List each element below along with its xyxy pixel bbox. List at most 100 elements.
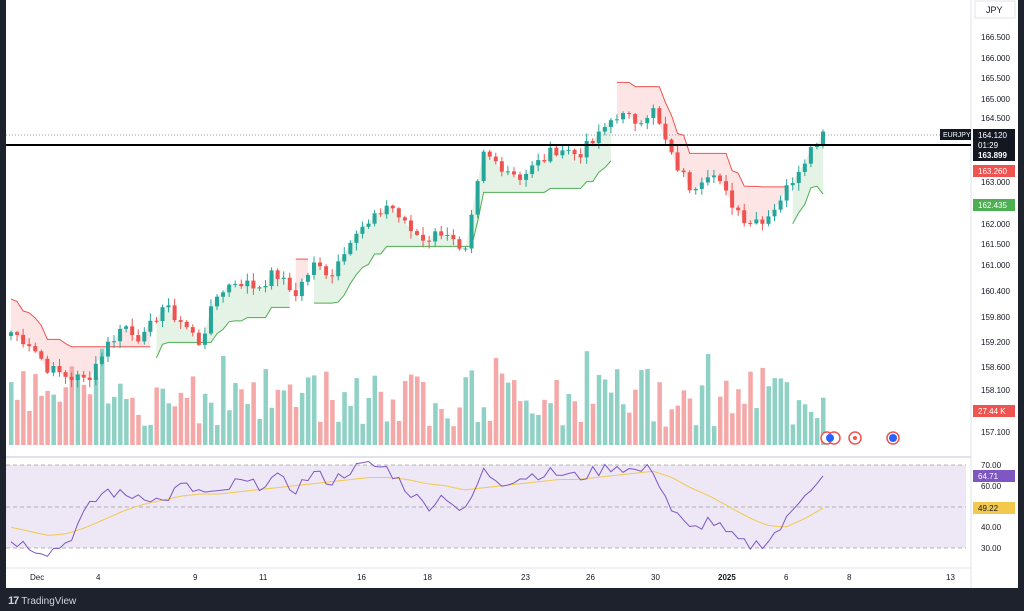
candle-body[interactable]: [396, 208, 401, 218]
event-marker-icon[interactable]: [889, 434, 897, 442]
candle-body[interactable]: [705, 177, 710, 183]
candle-body[interactable]: [112, 341, 117, 343]
candle-body[interactable]: [608, 120, 613, 127]
candle-body[interactable]: [530, 165, 535, 174]
candle-body[interactable]: [227, 284, 232, 293]
candle-body[interactable]: [554, 147, 559, 156]
candle-body[interactable]: [190, 327, 195, 333]
chart-area[interactable]: 166.500166.000165.500165.000164.500164.0…: [6, 0, 1018, 588]
candle-body[interactable]: [711, 175, 716, 178]
candle-body[interactable]: [536, 160, 541, 166]
candle-body[interactable]: [421, 234, 426, 241]
candle-body[interactable]: [27, 344, 32, 347]
candle-body[interactable]: [366, 223, 371, 227]
candle-body[interactable]: [130, 326, 135, 336]
candle-body[interactable]: [172, 305, 177, 321]
candle-body[interactable]: [39, 351, 44, 359]
candle-body[interactable]: [51, 366, 56, 373]
candle-body[interactable]: [475, 181, 480, 215]
candle-body[interactable]: [81, 374, 86, 378]
candle-body[interactable]: [402, 217, 407, 221]
price-axis[interactable]: 166.500166.000165.500165.000164.500164.0…: [981, 33, 1010, 437]
candle-body[interactable]: [105, 341, 110, 357]
candle-body[interactable]: [463, 248, 468, 250]
candle-body[interactable]: [263, 286, 268, 288]
candle-body[interactable]: [518, 174, 523, 180]
candle-body[interactable]: [93, 363, 98, 380]
candle-body[interactable]: [336, 261, 341, 277]
candle-body[interactable]: [524, 173, 529, 180]
candle-body[interactable]: [330, 275, 335, 277]
candle-body[interactable]: [324, 266, 329, 276]
candle-body[interactable]: [748, 223, 753, 225]
candle-body[interactable]: [439, 231, 444, 236]
candle-body[interactable]: [451, 234, 456, 240]
candle-body[interactable]: [487, 151, 492, 157]
symbol-tag[interactable]: [940, 129, 971, 140]
candle-body[interactable]: [578, 154, 583, 158]
candle-body[interactable]: [196, 332, 201, 345]
candle-body[interactable]: [245, 280, 250, 287]
candle-body[interactable]: [257, 287, 262, 289]
candle-body[interactable]: [166, 305, 171, 308]
candle-body[interactable]: [408, 220, 413, 232]
candle-body[interactable]: [760, 219, 765, 224]
candle-body[interactable]: [148, 320, 153, 332]
candle-body[interactable]: [633, 114, 638, 124]
candle-body[interactable]: [427, 240, 432, 242]
event-markers[interactable]: [820, 431, 900, 445]
candle-body[interactable]: [348, 242, 353, 255]
candle-body[interactable]: [299, 281, 304, 297]
event-marker-icon[interactable]: [853, 436, 857, 440]
candle-body[interactable]: [584, 140, 589, 158]
candle-body[interactable]: [784, 185, 789, 201]
candle-body[interactable]: [378, 213, 383, 215]
candle-body[interactable]: [433, 231, 438, 242]
candle-body[interactable]: [142, 331, 147, 342]
candle-body[interactable]: [736, 207, 741, 211]
candle-body[interactable]: [202, 333, 207, 345]
candle-body[interactable]: [233, 283, 238, 285]
candle-body[interactable]: [21, 334, 26, 345]
candle-body[interactable]: [208, 306, 213, 334]
candle-body[interactable]: [499, 161, 504, 172]
candle-body[interactable]: [57, 366, 62, 373]
candle-body[interactable]: [481, 151, 486, 182]
candle-body[interactable]: [548, 147, 553, 162]
candle-body[interactable]: [542, 160, 547, 162]
candle-body[interactable]: [505, 171, 510, 173]
candle-body[interactable]: [657, 108, 662, 124]
candle-body[interactable]: [621, 113, 626, 120]
candle-body[interactable]: [215, 296, 220, 307]
candle-body[interactable]: [560, 150, 565, 156]
candle-body[interactable]: [651, 108, 656, 118]
candle-body[interactable]: [293, 290, 298, 297]
candles[interactable]: [9, 104, 825, 388]
candle-body[interactable]: [99, 356, 104, 364]
candle-body[interactable]: [590, 140, 595, 144]
candle-body[interactable]: [33, 346, 38, 352]
candle-body[interactable]: [275, 270, 280, 279]
candle-body[interactable]: [281, 277, 286, 279]
candle-body[interactable]: [45, 358, 50, 373]
candle-body[interactable]: [154, 320, 159, 322]
candle-body[interactable]: [221, 292, 226, 297]
candle-body[interactable]: [178, 320, 183, 322]
candle-body[interactable]: [790, 183, 795, 186]
candle-body[interactable]: [136, 335, 141, 342]
candle-body[interactable]: [445, 234, 450, 236]
candle-body[interactable]: [821, 131, 825, 146]
candle-body[interactable]: [687, 172, 692, 191]
candle-body[interactable]: [639, 123, 644, 125]
candle-body[interactable]: [814, 145, 819, 148]
candle-body[interactable]: [808, 147, 813, 164]
candle-body[interactable]: [269, 270, 274, 287]
candle-body[interactable]: [766, 216, 771, 224]
candle-body[interactable]: [699, 182, 704, 189]
candle-body[interactable]: [457, 239, 462, 249]
candle-body[interactable]: [354, 233, 359, 243]
candle-body[interactable]: [342, 254, 347, 262]
candle-body[interactable]: [75, 374, 80, 381]
candle-body[interactable]: [9, 332, 13, 336]
candle-body[interactable]: [681, 170, 686, 173]
